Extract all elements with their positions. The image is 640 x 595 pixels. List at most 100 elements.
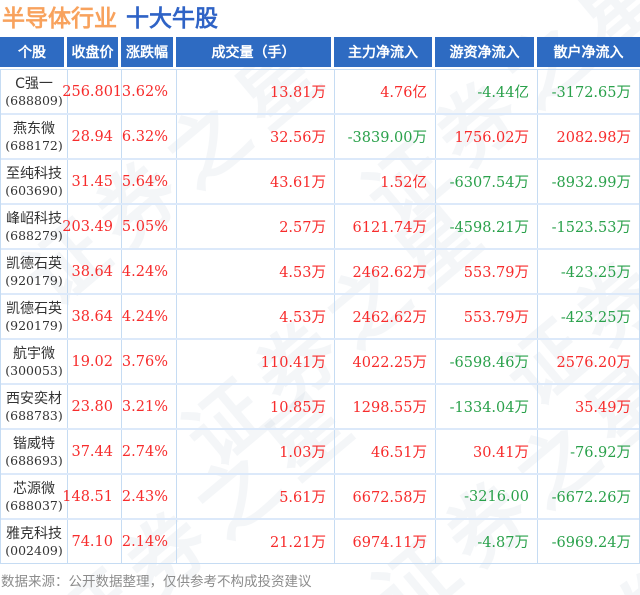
stock-code: (688809) — [5, 92, 63, 108]
cell-retail-inflow: -8932.99万 — [551, 175, 631, 191]
cell-hotmoney-inflow: 30.41万 — [436, 430, 538, 473]
cell-volume: 5.61万 — [177, 475, 335, 518]
table-row: 凯德石英 (920179) 38.64 4.24% 4.53万 2462.62万 553.7… — [1, 250, 639, 295]
stock-name: 凯德石英 — [6, 300, 62, 317]
cell-main-inflow: 6121.74万 — [335, 205, 436, 248]
title-industry: 半导体行业 — [2, 6, 117, 32]
cell-volume: 1.03万 — [177, 430, 335, 473]
cell-hotmoney-inflow: -4.44亿 — [436, 70, 538, 113]
stock-name: 航宇微 — [13, 345, 55, 362]
cell-retail-inflow: -1523.53万 — [551, 220, 631, 236]
cell-hotmoney-inflow: -4.87万 — [436, 520, 538, 563]
cell-volume: 10.85万 — [177, 385, 335, 428]
cell-close: 23.80 — [68, 385, 122, 428]
cell-volume: 32.56万 — [177, 115, 335, 158]
stock-name: 至纯科技 — [6, 165, 62, 182]
header-close: 收盘价 — [67, 37, 121, 67]
cell-hotmoney-inflow: -6598.46万 — [436, 340, 538, 383]
header-stock: 个股 — [0, 37, 67, 67]
table-row: 西安奕材 (688783) 23.80 3.21% 10.85万 1298.55万 -133… — [1, 385, 639, 430]
cell-main-inflow: 1298.55万 — [335, 385, 436, 428]
header-main-inflow: 主力净流入 — [334, 37, 435, 67]
cell-retail-inflow: 2576.20万 — [556, 355, 631, 371]
cell-close: 28.94 — [68, 115, 122, 158]
cell-volume: 4.53万 — [177, 250, 335, 293]
cell-retail-inflow: -423.25万 — [560, 310, 631, 326]
cell-retail-inflow: 35.49万 — [574, 400, 631, 416]
cell-stock: 凯德石英 (920179) — [1, 250, 68, 293]
cell-main-inflow: 6974.11万 — [335, 520, 436, 563]
stock-code: (688037) — [5, 497, 63, 513]
table-row: 凯德石英 (920179) 38.64 4.24% 4.53万 2462.62万 553.7… — [1, 295, 639, 340]
cell-close: 31.45 — [68, 160, 122, 203]
stock-code: (300053) — [5, 362, 63, 378]
cell-close: 203.49 — [62, 205, 122, 248]
cell-change: 3.76% — [122, 340, 177, 383]
stock-code: (688279) — [5, 227, 63, 243]
cell-change: 2.43% — [122, 475, 177, 518]
cell-close: 38.64 — [68, 250, 122, 293]
cell-main-inflow: 4022.25万 — [335, 340, 436, 383]
cell-volume: 110.41万 — [177, 340, 335, 383]
cell-change: 4.24% — [122, 250, 177, 293]
cell-main-inflow: 4.76亿 — [335, 70, 436, 113]
cell-change: 2.14% — [122, 520, 177, 563]
cell-hotmoney-inflow: 553.79万 — [436, 250, 538, 293]
stock-name: 雅克科技 — [6, 525, 62, 542]
cell-hotmoney-inflow: -1334.04万 — [436, 385, 538, 428]
header-volume: 成交量（手） — [176, 37, 334, 67]
stock-code: (688783) — [5, 407, 63, 423]
cell-stock: 峰岹科技 (688279) — [1, 205, 68, 248]
page-title: 半导体行业 十大牛股 — [2, 4, 218, 34]
cell-stock: 至纯科技 (603690) — [1, 160, 68, 203]
cell-main-inflow: -3839.00万 — [335, 115, 436, 158]
cell-close: 148.51 — [62, 475, 122, 518]
cell-change: 4.24% — [122, 295, 177, 338]
cell-retail-inflow: -76.92万 — [570, 445, 631, 461]
stock-code: (002409) — [5, 542, 63, 558]
cell-volume: 13.81万 — [177, 70, 335, 113]
cell-close: 74.10 — [68, 520, 122, 563]
cell-volume: 43.61万 — [177, 160, 335, 203]
table-header-row: 个股 收盘价 涨跌幅 成交量（手） 主力净流入 游资净流入 散户净流入 — [0, 37, 640, 67]
table-row: C强一 (688809) 256.80 13.62% 13.81万 4.76亿 -4.44亿… — [1, 70, 639, 115]
cell-close: 37.44 — [68, 430, 122, 473]
header-change: 涨跌幅 — [121, 37, 176, 67]
cell-retail-inflow: -423.25万 — [560, 265, 631, 281]
cell-retail-inflow: 2082.98万 — [556, 130, 631, 146]
stock-name: C强一 — [15, 75, 53, 92]
stock-name: 锴威特 — [13, 435, 55, 452]
stock-name: 芯源微 — [13, 480, 55, 497]
cell-change: 3.21% — [122, 385, 177, 428]
cell-stock: 西安奕材 (688783) — [1, 385, 68, 428]
cell-volume: 21.21万 — [177, 520, 335, 563]
cell-retail-inflow: -3172.65万 — [551, 85, 631, 101]
cell-stock: 芯源微 (688037) — [1, 475, 68, 518]
cell-hotmoney-inflow: -4598.21万 — [436, 205, 538, 248]
cell-change: 13.62% — [113, 70, 177, 113]
title-subject: 十大牛股 — [126, 6, 218, 32]
table-row: 峰岹科技 (688279) 203.49 5.05% 2.57万 6121.74万 -459… — [1, 205, 639, 250]
cell-volume: 2.57万 — [177, 205, 335, 248]
cell-main-inflow: 6672.58万 — [335, 475, 436, 518]
cell-stock: 凯德石英 (920179) — [1, 295, 68, 338]
stock-name: 凯德石英 — [6, 255, 62, 272]
stock-name: 燕东微 — [13, 120, 55, 137]
stock-code: (603690) — [5, 182, 63, 198]
header-hotmoney-inflow: 游资净流入 — [435, 37, 537, 67]
cell-retail-inflow: -6969.24万 — [551, 535, 631, 551]
stock-code: (920179) — [5, 317, 63, 333]
table-row: 航宇微 (300053) 19.02 3.76% 110.41万 4022.25万 -659… — [1, 340, 639, 385]
cell-main-inflow: 2462.62万 — [335, 250, 436, 293]
stock-code: (688172) — [5, 137, 63, 153]
cell-stock: 航宇微 (300053) — [1, 340, 68, 383]
cell-hotmoney-inflow: 553.79万 — [436, 295, 538, 338]
cell-stock: 燕东微 (688172) — [1, 115, 68, 158]
cell-change: 5.05% — [122, 205, 177, 248]
table-row: 燕东微 (688172) 28.94 6.32% 32.56万 -3839.00万 1756… — [1, 115, 639, 160]
cell-retail-inflow: -6672.26万 — [551, 490, 631, 506]
cell-hotmoney-inflow: 1756.02万 — [436, 115, 538, 158]
stock-code: (688693) — [5, 452, 63, 468]
cell-stock: C强一 (688809) — [1, 70, 68, 113]
